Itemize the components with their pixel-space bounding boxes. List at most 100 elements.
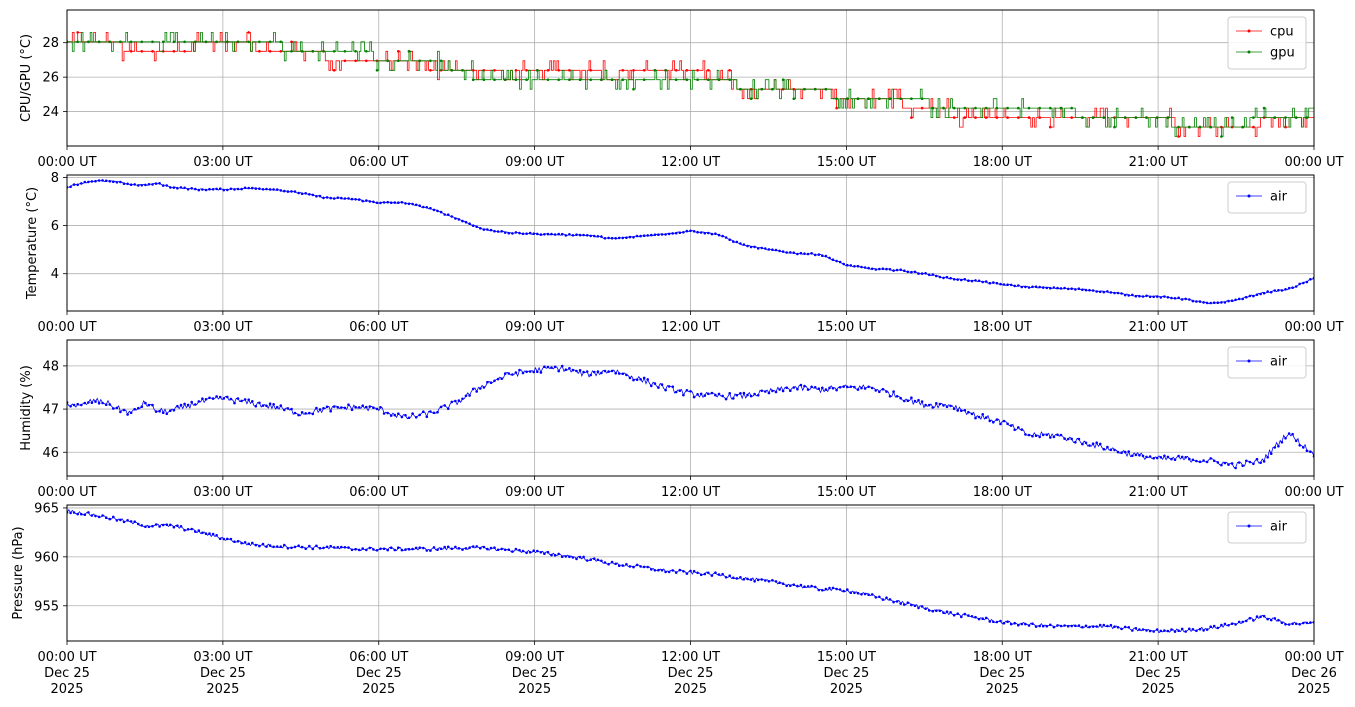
series-gpu-point — [119, 40, 122, 44]
series-air-point — [642, 234, 646, 237]
series-gpu-point — [942, 106, 945, 110]
series-air-point — [575, 369, 578, 373]
series-gpu-point — [717, 78, 721, 81]
series-air-point — [1106, 624, 1109, 628]
series-air-point — [571, 368, 575, 372]
series-gpu-point — [311, 50, 315, 53]
series-air-point — [104, 179, 108, 183]
series-air-point — [422, 410, 425, 414]
series-air-point — [1038, 435, 1041, 439]
series-air-point — [521, 232, 525, 236]
series-air-point — [511, 373, 514, 376]
series-air-point — [817, 253, 821, 256]
series-air-point — [304, 412, 308, 415]
series-air-point — [988, 620, 992, 623]
series-air-point — [682, 393, 685, 397]
series-air-point — [425, 206, 429, 209]
series-cpu-point — [332, 69, 336, 72]
series-air-point — [632, 236, 635, 239]
series-air-point — [379, 547, 382, 551]
series-air-point — [984, 416, 988, 419]
series-air-point — [365, 199, 368, 202]
series-air-point — [817, 387, 821, 391]
series-air-point — [607, 236, 610, 240]
series-air-point — [226, 188, 229, 192]
series-air-point — [503, 372, 507, 375]
series-air-point — [714, 571, 717, 574]
series-gpu-point — [450, 69, 454, 72]
series-air-point — [771, 248, 774, 251]
series-cpu-point — [974, 116, 977, 119]
series-air-point — [489, 546, 493, 550]
series-gpu-point — [258, 40, 261, 44]
series-air-point — [1184, 297, 1187, 301]
series-air-point — [867, 385, 870, 389]
series-air-point — [418, 546, 422, 549]
series-air-point — [1209, 457, 1212, 460]
y-tick-label: 965 — [34, 501, 59, 516]
series-gpu-point — [867, 97, 870, 100]
x-tick-label: 18:00 UT — [973, 485, 1032, 500]
series-air-point — [161, 523, 165, 527]
series-air-point — [83, 513, 87, 516]
series-air-point — [1095, 290, 1098, 293]
series-gpu-point — [1113, 125, 1116, 129]
series-air-point — [372, 200, 375, 204]
series-air-point — [1052, 435, 1056, 439]
series-air-point — [568, 367, 571, 370]
series-cpu-point — [1038, 116, 1041, 119]
series-air-point — [133, 520, 136, 523]
series-air-point — [1038, 624, 1041, 628]
series-air-point — [856, 591, 860, 595]
series-air-point — [493, 546, 496, 549]
series-air-point — [272, 188, 275, 191]
series-air-point — [610, 369, 614, 373]
series-air-point — [1098, 623, 1102, 627]
series-air-point — [275, 405, 279, 409]
series-air-point — [628, 565, 632, 568]
series-air-point — [603, 561, 607, 564]
series-air-point — [981, 413, 984, 416]
series-gpu-point — [1252, 116, 1255, 119]
series-air-point — [749, 245, 753, 249]
series-gpu-point — [407, 50, 411, 53]
series-air-point — [226, 395, 229, 399]
series-air-point — [878, 595, 881, 599]
series-air-point — [1220, 623, 1223, 627]
series-air-point — [1163, 629, 1166, 632]
series-gpu-point — [129, 40, 133, 44]
series-gpu-point — [674, 78, 678, 81]
series-air-point — [1109, 623, 1113, 627]
series-air-point — [1266, 617, 1269, 621]
series-air-point — [1298, 444, 1301, 447]
series-air-point — [1223, 622, 1227, 626]
series-air-point — [1152, 457, 1155, 460]
legend-label: cpu — [1270, 25, 1294, 40]
series-air-point — [115, 406, 119, 410]
series-air-point — [703, 394, 707, 397]
series-air-point — [251, 186, 254, 190]
series-air-point — [1173, 458, 1177, 462]
series-air-point — [949, 404, 952, 408]
series-air-point — [493, 229, 496, 233]
series-air-point — [589, 373, 592, 377]
series-air-point — [667, 385, 671, 388]
x-tick-label: 00:00 UT — [1284, 320, 1343, 335]
series-air-point — [311, 193, 315, 197]
series-air-point — [995, 281, 999, 285]
series-cpu-point — [963, 116, 967, 119]
x-tick-label: 00:00 UT — [1284, 485, 1343, 500]
series-gpu-point — [974, 106, 977, 110]
series-gpu-point — [1262, 106, 1266, 110]
series-air-point — [710, 391, 714, 395]
series-air-point — [464, 547, 468, 550]
series-air-point — [247, 398, 250, 402]
series-air-point — [186, 528, 190, 531]
series-air-point — [1302, 281, 1305, 285]
series-air-point — [1237, 297, 1241, 301]
series-air-point — [240, 187, 243, 191]
series-air-point — [1223, 461, 1227, 465]
series-gpu-point — [300, 50, 304, 53]
series-cpu-point — [1017, 116, 1020, 119]
series-air-point — [482, 228, 486, 231]
